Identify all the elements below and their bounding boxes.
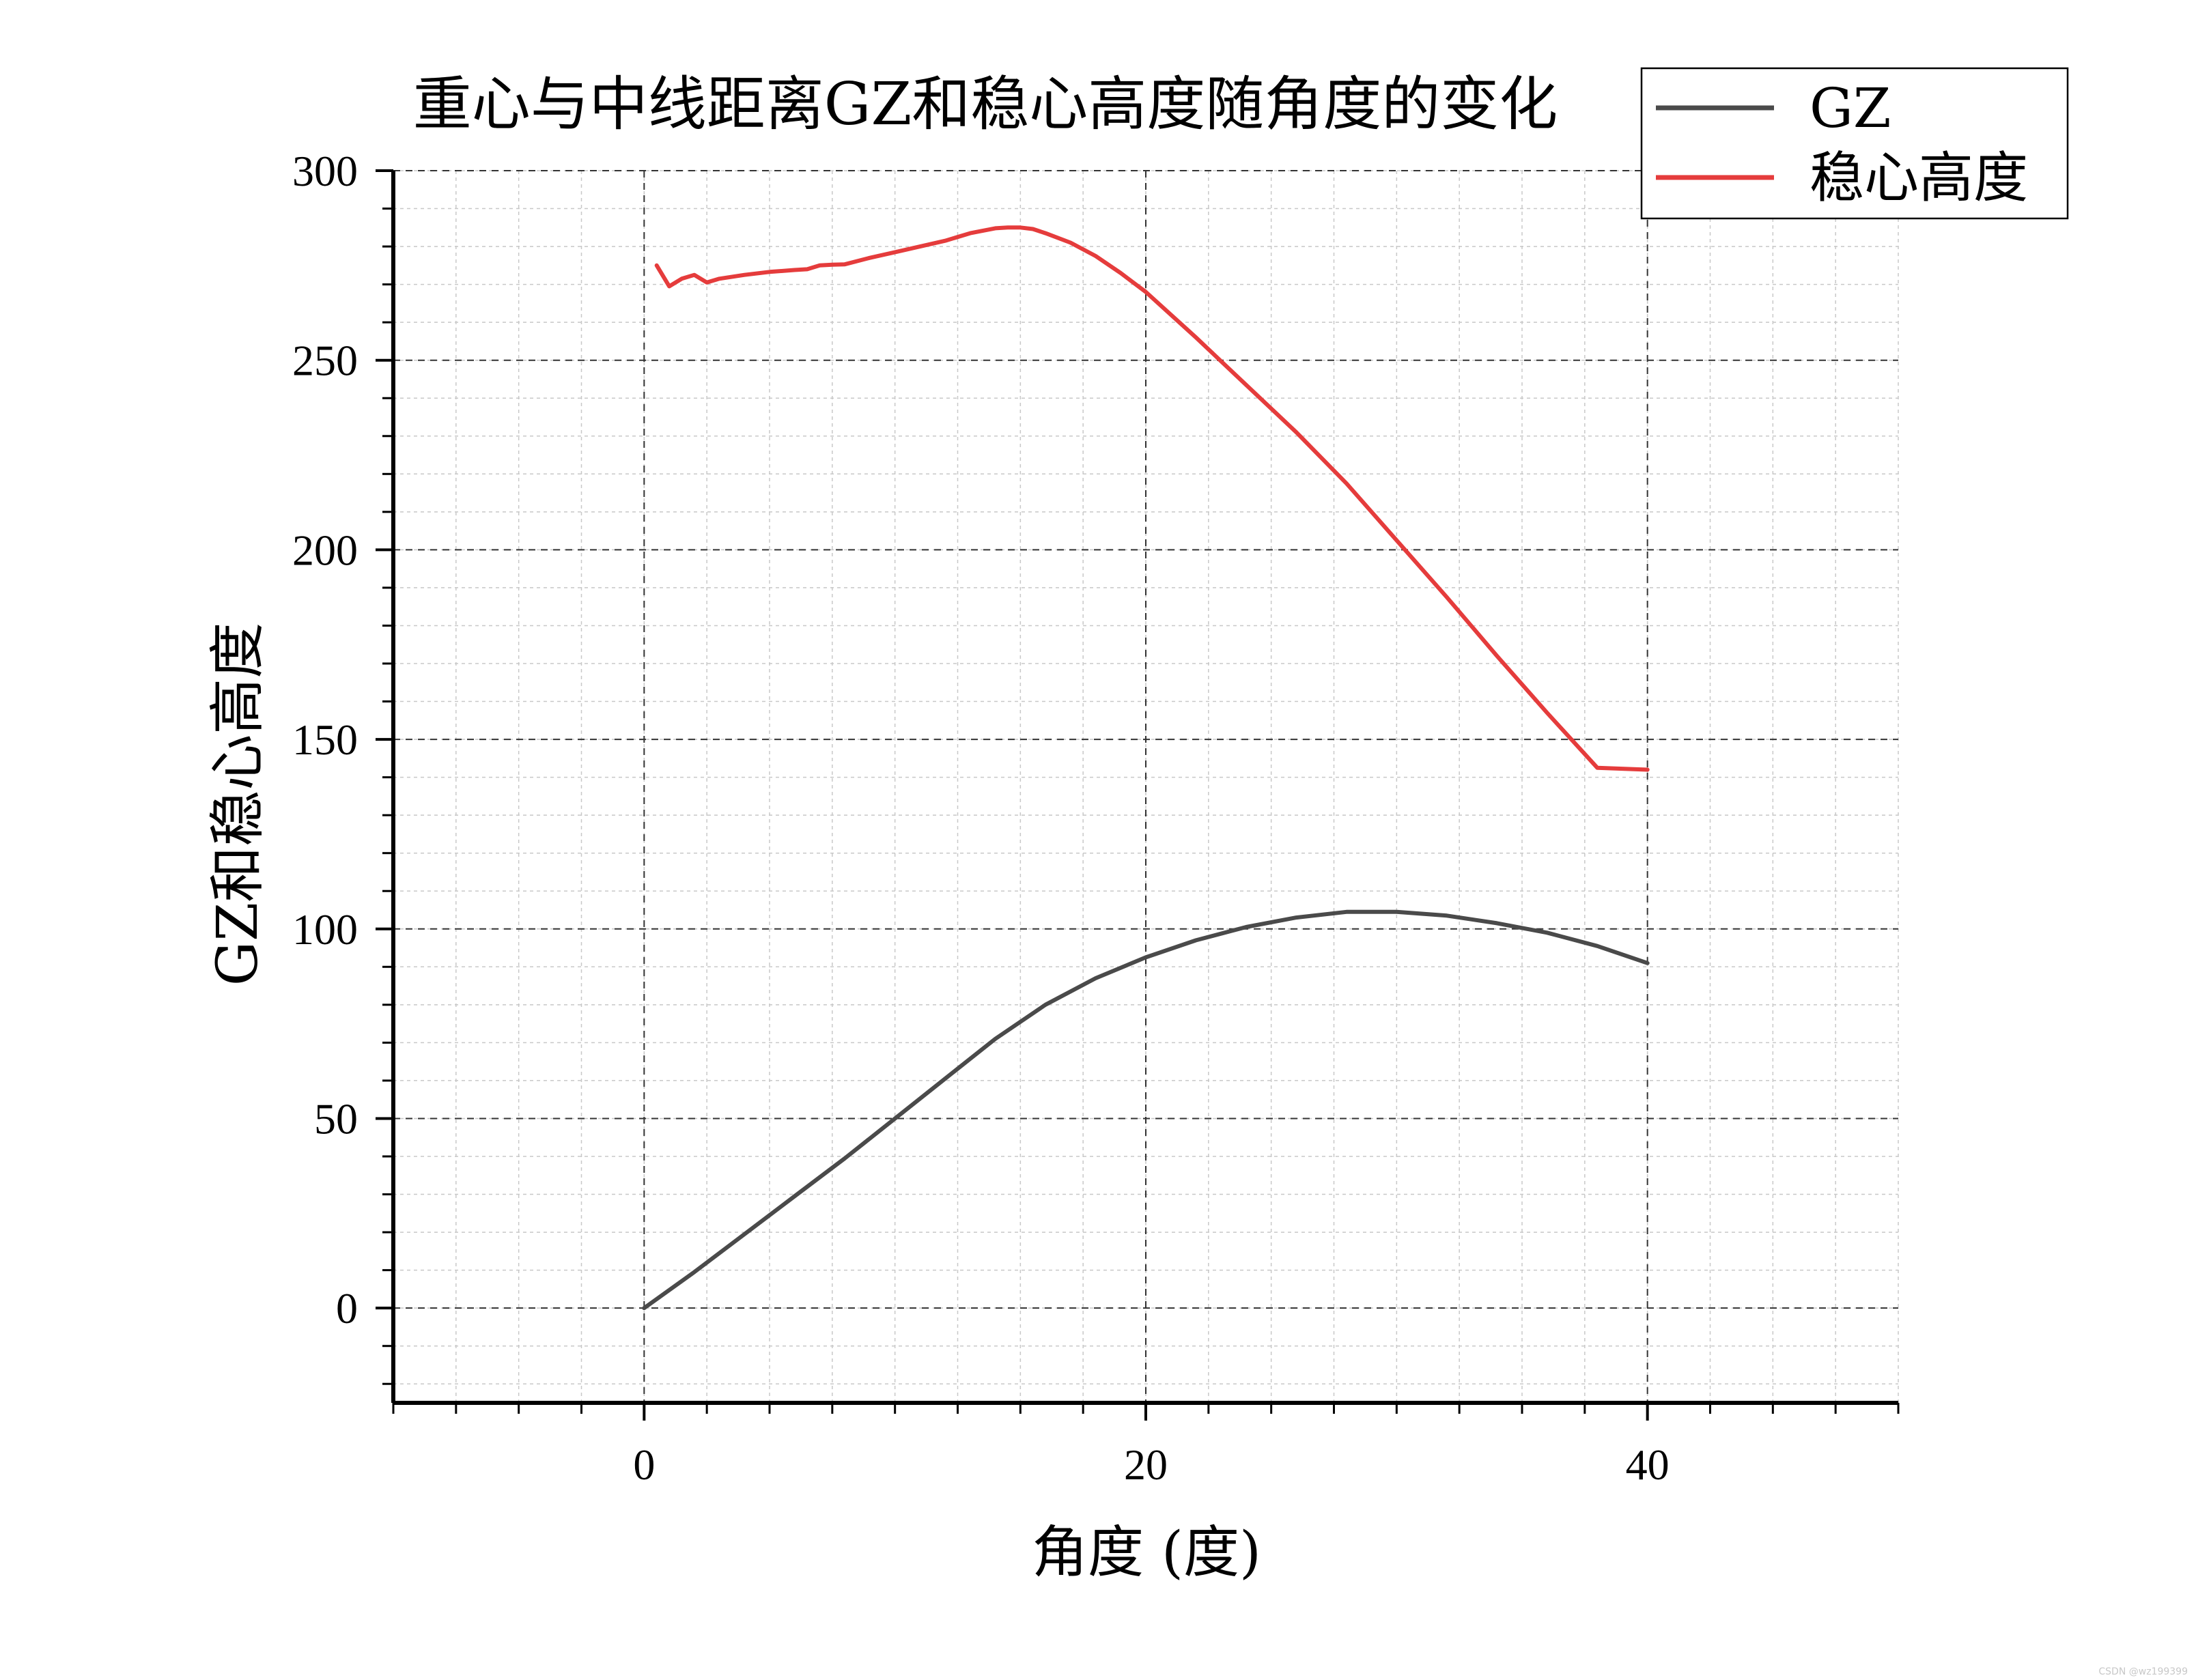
grid-major: [393, 170, 1898, 1403]
series-line-gz: [642, 909, 1650, 1311]
x-axis-label: 角度 (度): [1032, 1520, 1261, 1585]
series-lines: [642, 225, 1650, 1311]
y-tick-label: 0: [336, 1284, 358, 1333]
x-tick-label: 20: [1124, 1440, 1168, 1489]
y-tick-label: 150: [292, 715, 358, 764]
y-axis-label: GZ和稳心高度: [206, 623, 270, 986]
x-tick-label: 0: [633, 1440, 655, 1489]
series-line-metacentric-height: [654, 225, 1650, 772]
y-tick-label: 250: [292, 337, 358, 385]
legend: GZ 稳心高度: [1640, 67, 2069, 220]
y-tick-label: 300: [292, 147, 358, 195]
y-tick-label: 200: [292, 526, 358, 574]
x-tick-label: 40: [1626, 1440, 1670, 1489]
legend-label-gz: GZ: [1810, 76, 1891, 140]
legend-box: [1640, 67, 2069, 220]
watermark-text: CSDN @wz199399: [2098, 1666, 2188, 1677]
y-tick-label: 50: [314, 1094, 358, 1143]
y-tick-label: 100: [292, 905, 358, 954]
ticks: [376, 169, 1900, 1421]
tick-labels: 0 20 40 0 50 100 150 200 250 300: [292, 147, 1670, 1489]
legend-label-metacentric-height: 稳心高度: [1810, 146, 2028, 210]
chart-title: 重心与中线距离GZ和稳心高度随角度的变化: [413, 70, 1558, 139]
